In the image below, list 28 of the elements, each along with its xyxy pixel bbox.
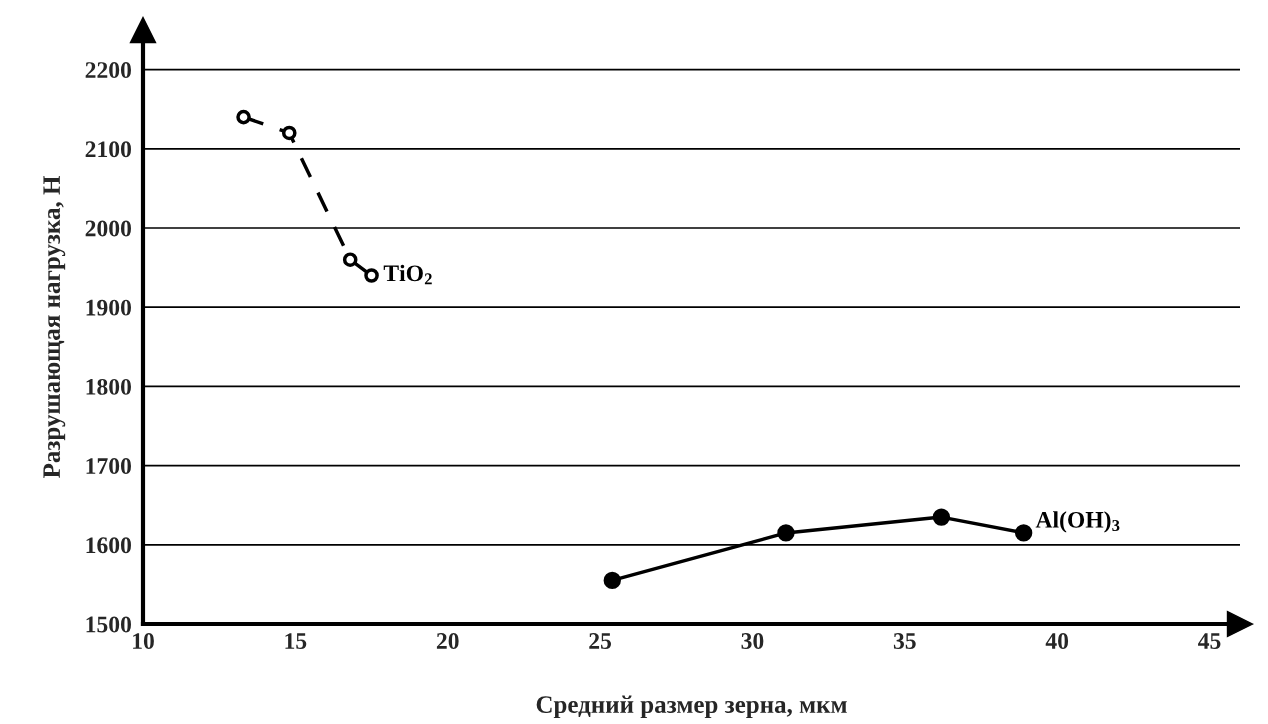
y-tick-label: 2100 [85,141,131,158]
series-label: TiO$_{2}$ [383,264,432,285]
x-tick-label: 25 [589,633,612,649]
x-tick-label: 40 [1045,633,1069,649]
point [364,268,379,283]
y-tick-label: 2200 [85,62,131,79]
x-tick-label: 20 [436,633,459,649]
point [1014,524,1033,542]
y-tick-label: 1500 [86,616,131,633]
series-label: Al(OH)$_{3}$ [1035,511,1120,533]
y-tick-label: 1900 [86,299,131,316]
point [342,252,358,267]
point [236,109,251,125]
y-tick-label: 1700 [86,458,131,475]
point [281,125,297,141]
point [932,508,951,526]
y-tick-label: 1600 [86,537,131,554]
y-tick-label: 1800 [86,378,131,395]
x-tick-label: 35 [893,633,916,649]
y-axis-title: Разрушающая нагрузка, Н [43,176,66,478]
x-tick-label: 10 [133,633,154,649]
point [777,524,795,542]
x-axis-title: Средний размер зерна, мкм [536,695,847,719]
y-tick-label: 2000 [85,220,131,237]
x-tick-label: 45 [1198,633,1221,649]
x-tick-label: 15 [285,633,307,649]
x-tick-label: 30 [741,633,764,649]
point [603,571,621,590]
